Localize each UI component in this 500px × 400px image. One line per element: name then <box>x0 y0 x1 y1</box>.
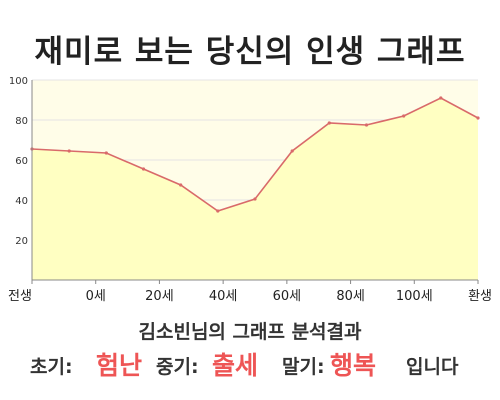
y-axis-ticks: 20 40 60 80 100 <box>9 76 28 247</box>
early-label: 초기: <box>30 356 73 378</box>
x-tick-label: 환생 <box>468 289 492 304</box>
data-point <box>290 149 294 153</box>
data-point <box>439 96 443 100</box>
x-tick-label: 전생 <box>8 289 32 304</box>
x-axis-ticks: 전생 0세 20세 40세 60세 80세 100세 환생 <box>8 280 492 304</box>
y-tick-label: 80 <box>15 116 28 127</box>
area-fill <box>32 98 478 280</box>
y-tick-label: 60 <box>15 156 28 167</box>
y-tick-label: 20 <box>15 236 28 247</box>
data-point <box>476 116 480 120</box>
y-tick-label: 40 <box>15 196 28 207</box>
x-tick-label: 20세 <box>145 289 174 304</box>
result-summary: 초기: 험난 중기: 출세 말기: 행복 입니다 <box>0 346 500 386</box>
late-label: 말기: <box>282 356 325 378</box>
data-point <box>327 121 331 125</box>
late-value: 행복 <box>330 351 377 380</box>
data-point <box>179 183 183 187</box>
x-tick-label: 100세 <box>396 289 433 304</box>
data-point <box>253 197 257 201</box>
middle-label: 중기: <box>156 356 199 378</box>
y-tick-label: 100 <box>9 76 28 87</box>
data-point <box>67 149 71 153</box>
data-point <box>141 167 146 171</box>
data-point <box>364 123 369 127</box>
result-heading: 김소빈님의 그래프 분석결과 <box>138 321 362 343</box>
x-tick-label: 0세 <box>86 289 106 304</box>
x-tick-label: 60세 <box>273 289 302 304</box>
x-tick-label: 40세 <box>209 289 238 304</box>
chart-title: 재미로 보는 당신의 인생 그래프 <box>34 34 466 70</box>
data-points <box>30 96 480 213</box>
early-value: 험난 <box>96 351 143 380</box>
middle-value: 출세 <box>212 351 259 380</box>
ending-text: 입니다 <box>406 356 459 378</box>
data-point <box>216 209 220 213</box>
data-point <box>402 114 406 118</box>
x-tick-label: 80세 <box>336 289 365 304</box>
data-point <box>104 151 108 155</box>
